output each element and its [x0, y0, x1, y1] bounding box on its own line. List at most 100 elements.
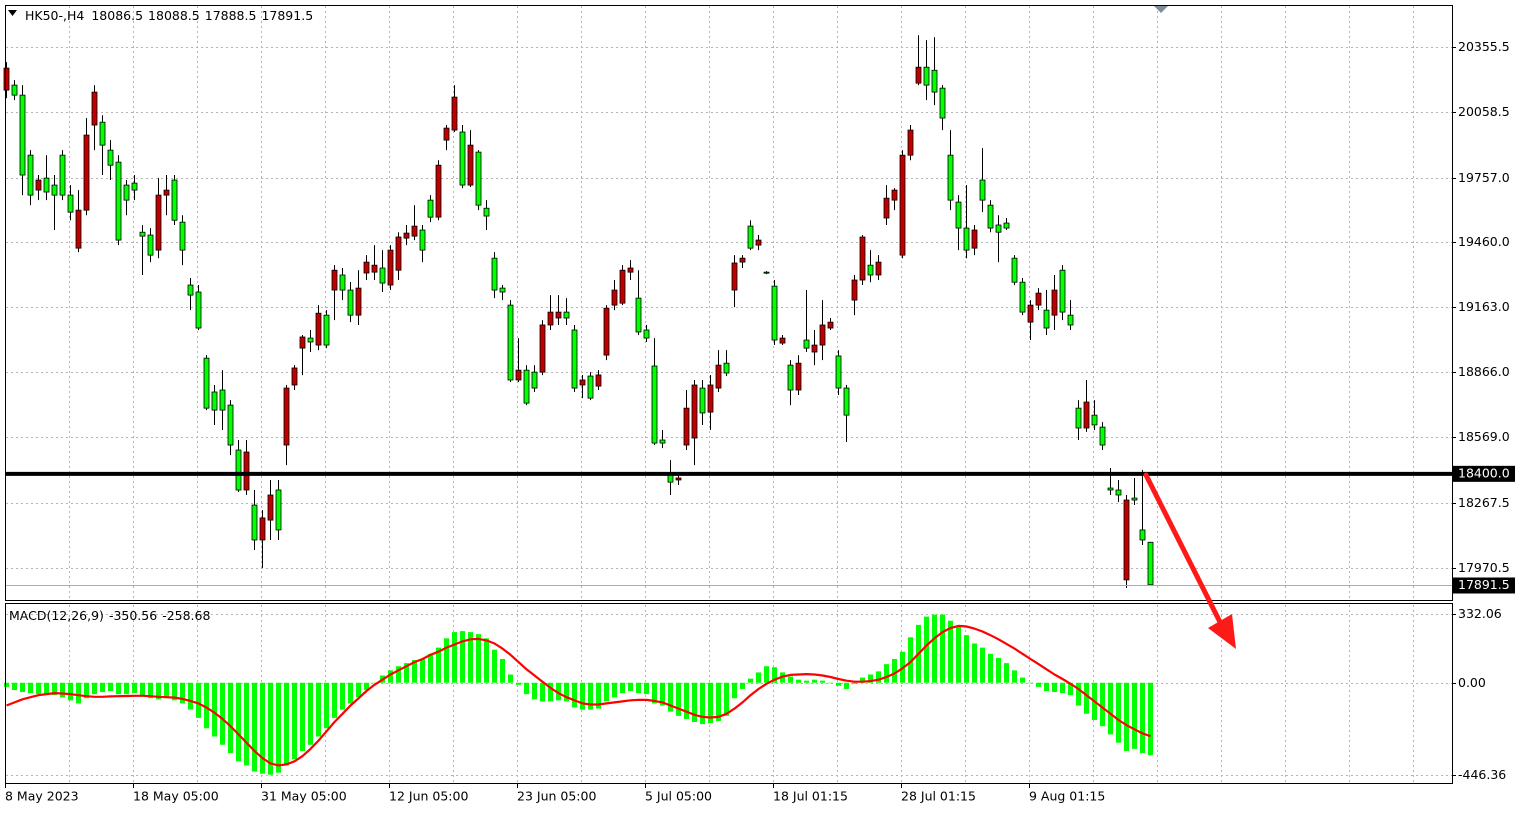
macd-pane-frame	[5, 603, 1453, 784]
macd-histogram-bar	[1140, 682, 1145, 754]
y-tick-label: 18569.0	[1458, 429, 1510, 444]
candle-body	[731, 262, 738, 291]
macd-histogram-bar	[340, 682, 345, 710]
candle-body	[763, 271, 770, 274]
candle-body	[547, 311, 554, 326]
candle-body	[35, 179, 42, 191]
candle-body	[795, 362, 802, 391]
macd-histogram-bar	[516, 682, 521, 685]
macd-histogram-bar	[732, 682, 737, 699]
macd-header: MACD(12,26,9) -350.56 -258.68	[9, 608, 210, 623]
macd-histogram-bar	[740, 682, 745, 689]
candle-body	[899, 154, 906, 256]
shift-marker[interactable]	[1154, 6, 1168, 13]
candle-body	[1099, 426, 1106, 446]
candle-body	[203, 357, 210, 409]
candle-body	[235, 449, 242, 491]
macd-histogram-bar	[468, 632, 473, 683]
y-tick-label: 0.00	[1458, 675, 1486, 690]
arrow-shaft	[1143, 472, 1225, 629]
candle-body	[939, 87, 946, 119]
macd-histogram-bar	[1148, 682, 1153, 756]
macd-histogram-bar	[388, 670, 393, 683]
candle-body	[1043, 309, 1050, 329]
candle-body	[923, 66, 930, 86]
macd-histogram-bar	[948, 620, 953, 683]
macd-histogram-bar	[68, 682, 73, 701]
macd-histogram-bar	[244, 682, 249, 766]
candle-body	[99, 121, 106, 146]
macd-histogram-bar	[484, 638, 489, 683]
candle-body	[811, 344, 818, 353]
macd-histogram-bar	[508, 674, 513, 683]
candle-body	[483, 207, 490, 217]
candle-body	[555, 311, 562, 319]
candle-body	[443, 127, 450, 141]
candle-body	[1003, 222, 1010, 229]
macd-histogram-bar	[276, 682, 281, 773]
candle-body	[283, 387, 290, 446]
macd-histogram-bar	[572, 682, 577, 708]
candle-body	[251, 504, 258, 541]
candle-body	[827, 321, 834, 329]
macd-signal-value: -258.68	[162, 608, 210, 623]
candle-body	[1067, 314, 1074, 326]
candle-body	[691, 384, 698, 439]
macd-histogram-bar	[844, 682, 849, 689]
candle-body	[931, 69, 938, 93]
x-tick-label: 9 Aug 01:15	[1029, 789, 1105, 804]
macd-signal-line	[6, 624, 1151, 767]
macd-histogram-bar	[1108, 682, 1113, 735]
macd-histogram-bar	[12, 682, 17, 690]
candle-body	[571, 329, 578, 389]
candle-body	[891, 189, 898, 201]
macd-histogram-bar	[684, 682, 689, 719]
menu-triangle[interactable]	[8, 10, 17, 16]
macd-histogram-bar	[612, 682, 617, 698]
candle-body	[851, 279, 858, 301]
candle-body	[387, 249, 394, 286]
candle-body	[267, 494, 274, 521]
macd-histogram-bar	[100, 682, 105, 693]
candle-body	[523, 369, 530, 404]
macd-histogram-bar	[428, 653, 433, 683]
current-price-label: 17891.5	[1458, 577, 1510, 592]
candle-body	[843, 387, 850, 416]
candle-body	[323, 314, 330, 346]
candle-body	[395, 236, 402, 271]
macd-histogram-bar	[636, 682, 641, 694]
candle-body	[347, 289, 354, 316]
macd-histogram-bar	[356, 682, 361, 698]
candle-body	[1147, 541, 1154, 586]
macd-histogram-bar	[148, 682, 153, 699]
candle-body	[803, 339, 810, 349]
macd-histogram-bar	[52, 682, 57, 696]
macd-histogram-bar	[724, 682, 729, 716]
candle-body	[299, 336, 306, 349]
x-tick-label: 31 May 05:00	[261, 789, 347, 804]
candle-body	[539, 324, 546, 373]
candle-body	[635, 297, 642, 333]
candle-body	[619, 269, 626, 304]
grid-layer	[5, 6, 1456, 788]
macd-histogram-bar	[716, 682, 721, 721]
arrow-head	[1208, 614, 1236, 649]
macd-histogram-bar	[868, 674, 873, 683]
macd-histogram-bar	[364, 682, 369, 690]
macd-histogram-bar	[676, 682, 681, 716]
candle-body	[1123, 499, 1130, 581]
candle-body	[875, 261, 882, 276]
candle-body	[651, 365, 658, 444]
macd-histogram-bar	[220, 682, 225, 745]
y-tick-label: -446.36	[1458, 767, 1506, 782]
header-high: 18088.5	[148, 8, 200, 23]
candle-body	[715, 364, 722, 389]
candle-body	[723, 362, 730, 374]
macd-histogram-bar	[196, 682, 201, 718]
macd-histogram-bar	[836, 682, 841, 686]
macd-histogram-bar	[188, 682, 193, 710]
macd-histogram-bar	[36, 682, 41, 695]
candle-body	[1019, 281, 1026, 313]
candle-body	[683, 407, 690, 446]
candle-body	[179, 221, 186, 251]
